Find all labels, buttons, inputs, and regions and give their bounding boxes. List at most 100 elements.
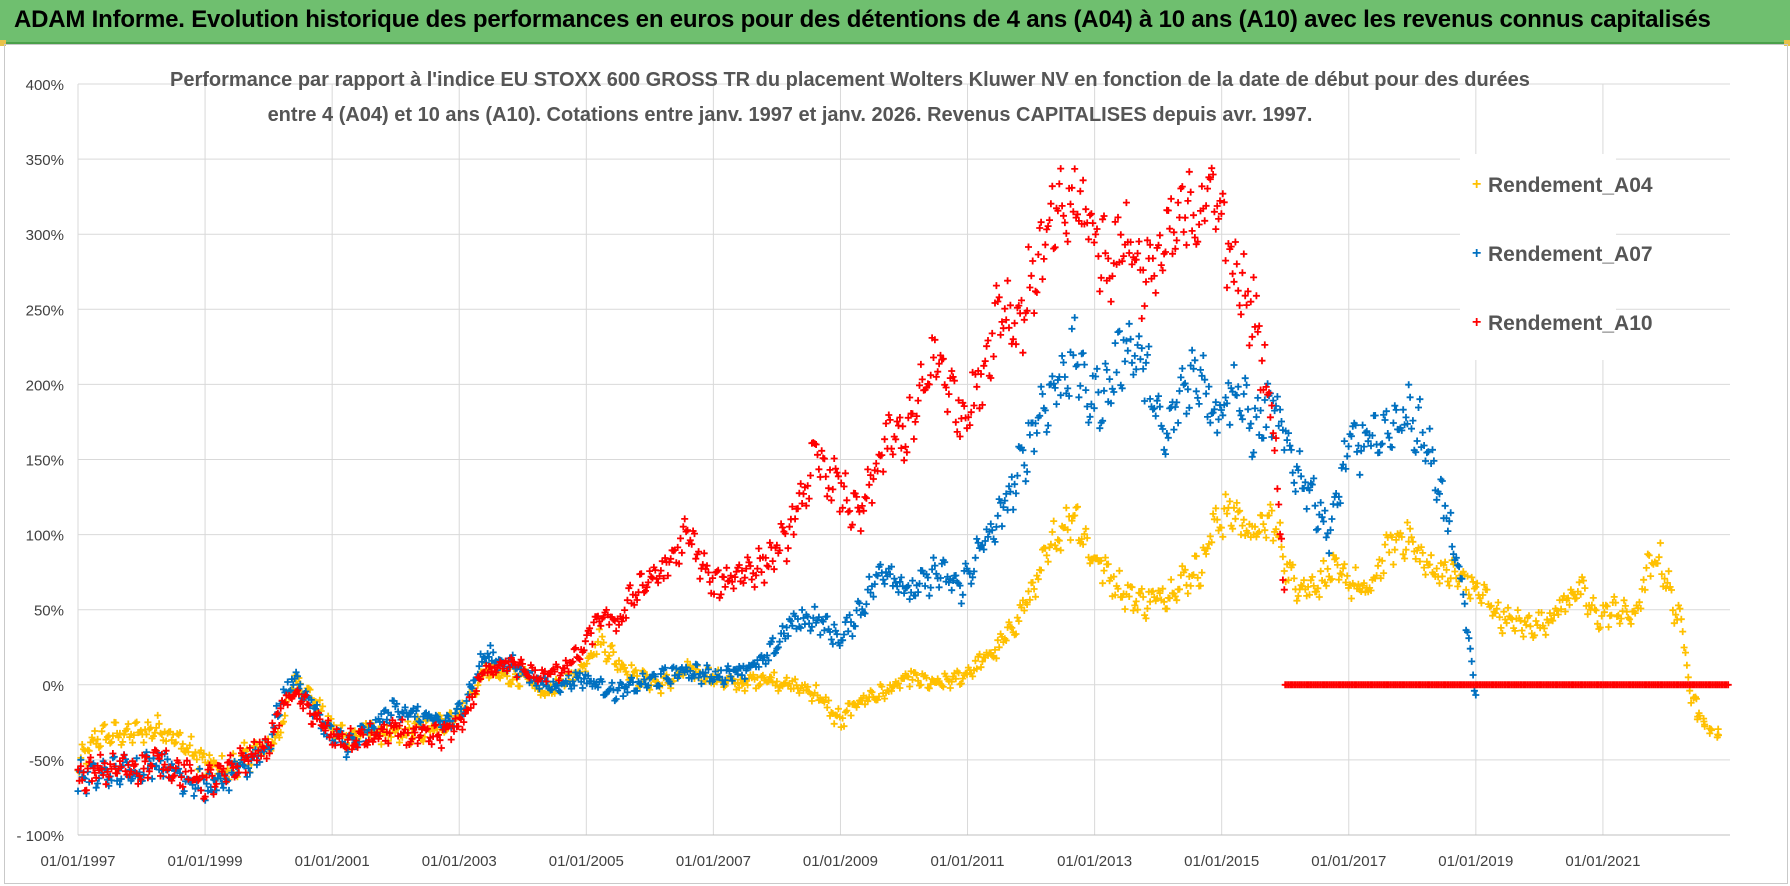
data-point (1159, 425, 1167, 433)
data-point (454, 722, 462, 730)
data-point (1103, 366, 1111, 374)
data-point (131, 760, 139, 768)
data-point (1128, 359, 1136, 367)
data-point (1658, 570, 1666, 578)
page-title: ADAM Informe. Evolution historique des p… (14, 6, 1711, 33)
y-tick-label: 50% (34, 603, 64, 620)
data-point (354, 743, 362, 751)
data-point (1141, 302, 1149, 310)
data-point (235, 769, 243, 776)
x-tick-label: 01/01/2009 (803, 853, 878, 870)
data-point (222, 778, 230, 786)
x-tick-label: 01/01/2001 (295, 853, 370, 870)
data-point (96, 742, 104, 750)
data-point (686, 536, 694, 544)
data-point (236, 744, 244, 752)
data-point (1610, 593, 1618, 601)
data-point (1377, 574, 1385, 582)
x-tick-label: 01/01/2013 (1057, 853, 1132, 870)
data-point (1212, 225, 1220, 233)
data-point (1290, 574, 1298, 582)
data-point (398, 716, 406, 724)
data-point (924, 574, 932, 582)
data-point (1426, 561, 1434, 568)
data-point (688, 540, 696, 548)
data-point (862, 494, 870, 502)
data-point (632, 666, 640, 674)
data-point (840, 483, 848, 490)
data-point (101, 759, 109, 767)
data-point (1477, 599, 1485, 607)
data-point (254, 747, 262, 755)
data-point (1450, 560, 1457, 568)
data-point (486, 663, 494, 671)
data-point (966, 421, 974, 429)
data-point (1076, 382, 1084, 390)
data-point (1412, 555, 1420, 563)
data-point (95, 743, 103, 751)
data-point (633, 596, 641, 604)
data-point (661, 664, 669, 672)
data-point (1447, 509, 1455, 517)
data-point (704, 569, 712, 576)
data-point (1424, 448, 1432, 456)
data-point (647, 573, 655, 581)
data-point (204, 787, 212, 795)
data-point (1043, 551, 1051, 559)
data-point (1238, 269, 1246, 277)
data-point (428, 740, 436, 748)
data-point (101, 721, 109, 728)
data-point (1356, 471, 1364, 479)
data-point (180, 787, 188, 795)
data-point (753, 565, 761, 573)
data-point (1472, 691, 1480, 699)
data-point (657, 567, 665, 575)
data-point (1129, 371, 1137, 379)
data-point (144, 718, 152, 726)
data-point (1019, 446, 1027, 454)
data-point (1354, 442, 1362, 450)
data-point (839, 714, 847, 722)
data-point (1342, 579, 1350, 586)
data-point (804, 482, 812, 490)
data-point (864, 697, 872, 705)
data-point (1174, 199, 1182, 207)
data-point (1345, 442, 1353, 450)
data-point (741, 675, 749, 683)
data-point (1240, 516, 1248, 524)
data-point (253, 756, 261, 764)
data-point (1306, 486, 1313, 494)
data-point (1261, 526, 1269, 534)
data-point (129, 739, 136, 747)
data-point (219, 765, 227, 773)
data-point (667, 680, 675, 688)
data-point (600, 639, 608, 646)
data-point (1566, 601, 1573, 609)
data-point (1285, 429, 1292, 437)
data-point (1180, 228, 1188, 236)
data-point (841, 469, 849, 477)
data-point (889, 450, 897, 458)
data-point (456, 699, 464, 707)
data-point (1275, 501, 1283, 508)
data-point (1086, 413, 1094, 421)
data-point (1222, 394, 1230, 401)
data-point (808, 697, 816, 705)
data-point (342, 744, 350, 752)
data-point (797, 480, 805, 488)
data-point (987, 520, 995, 528)
data-point (1415, 404, 1422, 411)
data-point (1450, 550, 1457, 558)
data-point (1236, 301, 1244, 309)
data-point (273, 702, 280, 710)
data-point (1409, 417, 1417, 425)
data-point (781, 530, 789, 538)
data-point (145, 767, 153, 775)
data-point (1459, 568, 1467, 576)
data-point (1008, 624, 1016, 632)
data-point (1080, 530, 1088, 538)
data-point (981, 357, 989, 365)
data-point (1700, 715, 1708, 723)
data-point (212, 780, 220, 788)
data-point (731, 666, 739, 674)
